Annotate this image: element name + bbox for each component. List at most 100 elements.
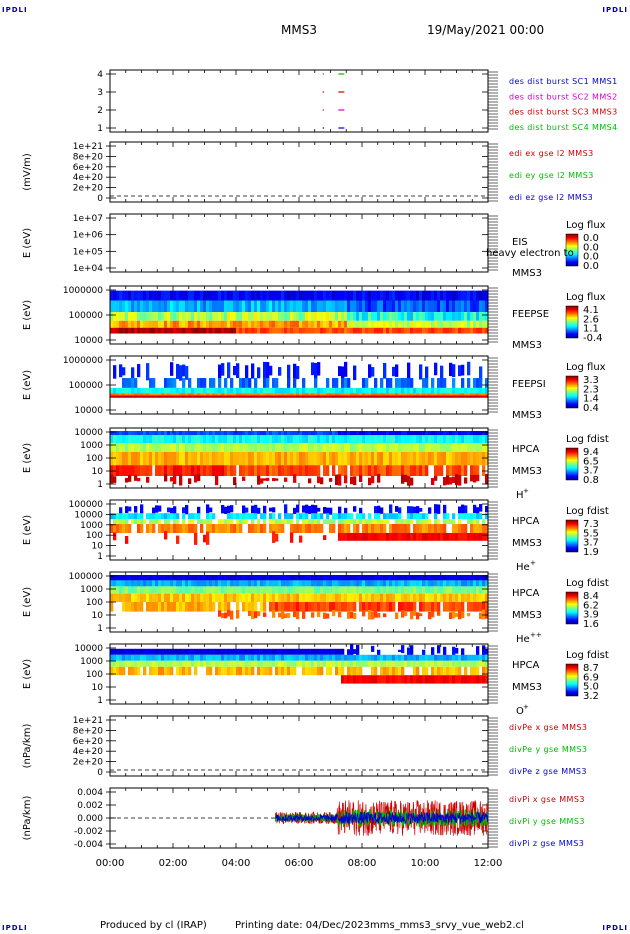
feepsi-panel-cell	[320, 387, 324, 394]
hpca-he-panel-cell	[470, 519, 474, 524]
feepse-panel-cell	[191, 300, 195, 313]
hpca-h-panel-cell	[380, 443, 384, 452]
feepsi-panel-cell	[305, 387, 309, 394]
feepse-panel-cell	[290, 320, 294, 328]
hpca-o-panel-cell	[218, 666, 222, 676]
corner-label-bottom-left: IPDLI	[2, 924, 28, 932]
hpca-o-panel-cell	[479, 654, 483, 661]
hpca-hepp-panel-cell	[386, 602, 390, 612]
feepse-panel-cell	[383, 300, 387, 313]
hpca-hepp-panel-cell	[203, 593, 207, 602]
hpca-h-panel-cell	[386, 431, 390, 436]
hpca-he-panel-cell	[194, 524, 198, 533]
feepse-panel-cell	[422, 320, 426, 328]
hpca-hepp-panel-cell	[254, 593, 258, 602]
feepsi-panel-cell	[419, 393, 423, 396]
hpca-h-panel-cell	[437, 431, 441, 436]
hpca-o-panel-cell	[110, 660, 114, 667]
hpca-hepp-panel-cell	[347, 593, 351, 602]
feepse-panel-cell	[233, 312, 237, 321]
hpca-o-panel-cell	[113, 648, 117, 655]
feepsi-panel-cell	[269, 393, 273, 396]
hpca-hepp-panel-cell	[158, 586, 162, 594]
hpca-he-panel-cell	[230, 505, 234, 513]
burst-panel-legend-entry: des dist burst SC4 MMS4	[509, 123, 618, 132]
hpca-h-panel-cell	[209, 443, 213, 452]
hpca-h-panel-cell	[194, 474, 198, 483]
hpca-hepp-panel-cell	[173, 593, 177, 602]
feepse-panel-cell	[467, 290, 471, 301]
feepsi-panel-cell	[410, 395, 414, 398]
hpca-hepp-panel-cell	[263, 612, 267, 617]
hpca-h-panel-cell	[200, 435, 204, 443]
hpca-h-panel-cell	[326, 465, 330, 476]
hpca-o-panel-cell	[359, 675, 363, 684]
hpca-hepp-panel-cell	[341, 586, 345, 594]
hpca-h-panel-cell	[476, 443, 480, 452]
hpca-h-panel-cell	[143, 443, 147, 452]
hpca-o-panel-cell	[392, 675, 396, 684]
hpca-o-panel-cell	[200, 654, 204, 661]
hpca-hepp-panel-cell	[482, 580, 486, 587]
feepse-panel-cell	[449, 300, 453, 313]
feepsi-panel-cell	[341, 387, 345, 394]
hpca-he-panel-cell	[167, 507, 171, 513]
hpca-h-panel-cell	[113, 443, 117, 452]
hpca-hepp-panel-cell	[410, 586, 414, 594]
hpca-hepp-panel-cell	[185, 580, 189, 587]
feepse-panel-cell	[431, 312, 435, 321]
hpca-he-panel-cell	[146, 524, 150, 533]
hpca-hepp-panel-cell	[149, 580, 153, 587]
hpca-he-panel-cell	[428, 533, 432, 541]
hpca-hepp-panel-cell	[383, 575, 387, 581]
feepse-panel-cell	[125, 327, 129, 334]
feepse-panel-cell	[200, 300, 204, 313]
feepse-panel-cell	[476, 290, 480, 301]
feepsi-panel-cell	[353, 365, 357, 381]
feepsi-panel-cell	[476, 378, 480, 388]
hpca-o-panel-cell	[137, 660, 141, 667]
edi-panel-ytick-label: 6e+20	[73, 163, 104, 173]
hpca-h-panel-cell	[356, 443, 360, 452]
feepsi-panel-cell	[449, 387, 453, 394]
hpca-hepp-panel-cell	[368, 609, 372, 620]
hpca-he-panel-cell	[389, 513, 393, 520]
hpca-h-panel-cell	[302, 435, 306, 443]
feepsi-panel-cell	[251, 395, 255, 398]
hpca-hepp-panel-cell	[392, 593, 396, 602]
hpca-he-panel-cell	[332, 524, 336, 533]
x-tick-label: 12:00	[474, 858, 503, 869]
hpca-hepp-panel-cell	[425, 593, 429, 602]
feepsi-panel-cell	[425, 366, 429, 379]
feepse-panel-cell	[212, 300, 216, 313]
hpca-o-panel-cell	[185, 654, 189, 661]
hpca-hepp-panel-cell	[158, 575, 162, 581]
hpca-hepp-panel-cell	[149, 593, 153, 602]
hpca-hepp-panel-cell	[236, 580, 240, 587]
hpca-h-panel-cell	[428, 443, 432, 452]
feepse-panel-cell	[314, 320, 318, 328]
feepse-panel-cell	[296, 312, 300, 321]
hpca-h-panel-cell	[272, 435, 276, 443]
hpca-h-panel-cell	[140, 443, 144, 452]
feepsi-panel-cell	[344, 378, 348, 388]
hpca-h-panel-cell	[239, 465, 243, 476]
feepsi-panel-cell	[233, 365, 237, 376]
hpca-hepp-panel-cell	[242, 593, 246, 602]
feepse-panel-cell	[209, 320, 213, 328]
hpca-he-panel-cell	[476, 533, 480, 541]
feepsi-panel-cell	[326, 378, 330, 388]
hpca-h-panel-cell	[431, 443, 435, 452]
feepsi-panel-cell	[458, 393, 462, 396]
hpca-hepp-panel-cell	[335, 602, 339, 612]
hpca-h-panel-cbar-tick-label: 3.7	[583, 466, 599, 477]
hpca-he-panel-cell	[212, 524, 216, 533]
hpca-h-panel-cell	[245, 452, 249, 466]
hpca-h-panel-cell	[233, 465, 237, 476]
feepsi-panel-cell	[434, 395, 438, 398]
feepsi-panel-cell	[170, 362, 174, 376]
feepsi-panel-cell	[254, 395, 258, 398]
x-tick-label: 08:00	[348, 858, 377, 869]
divpi-panel-legend-entry: divPi z gse MMS3	[509, 839, 584, 848]
feepsi-panel-cell	[284, 393, 288, 396]
